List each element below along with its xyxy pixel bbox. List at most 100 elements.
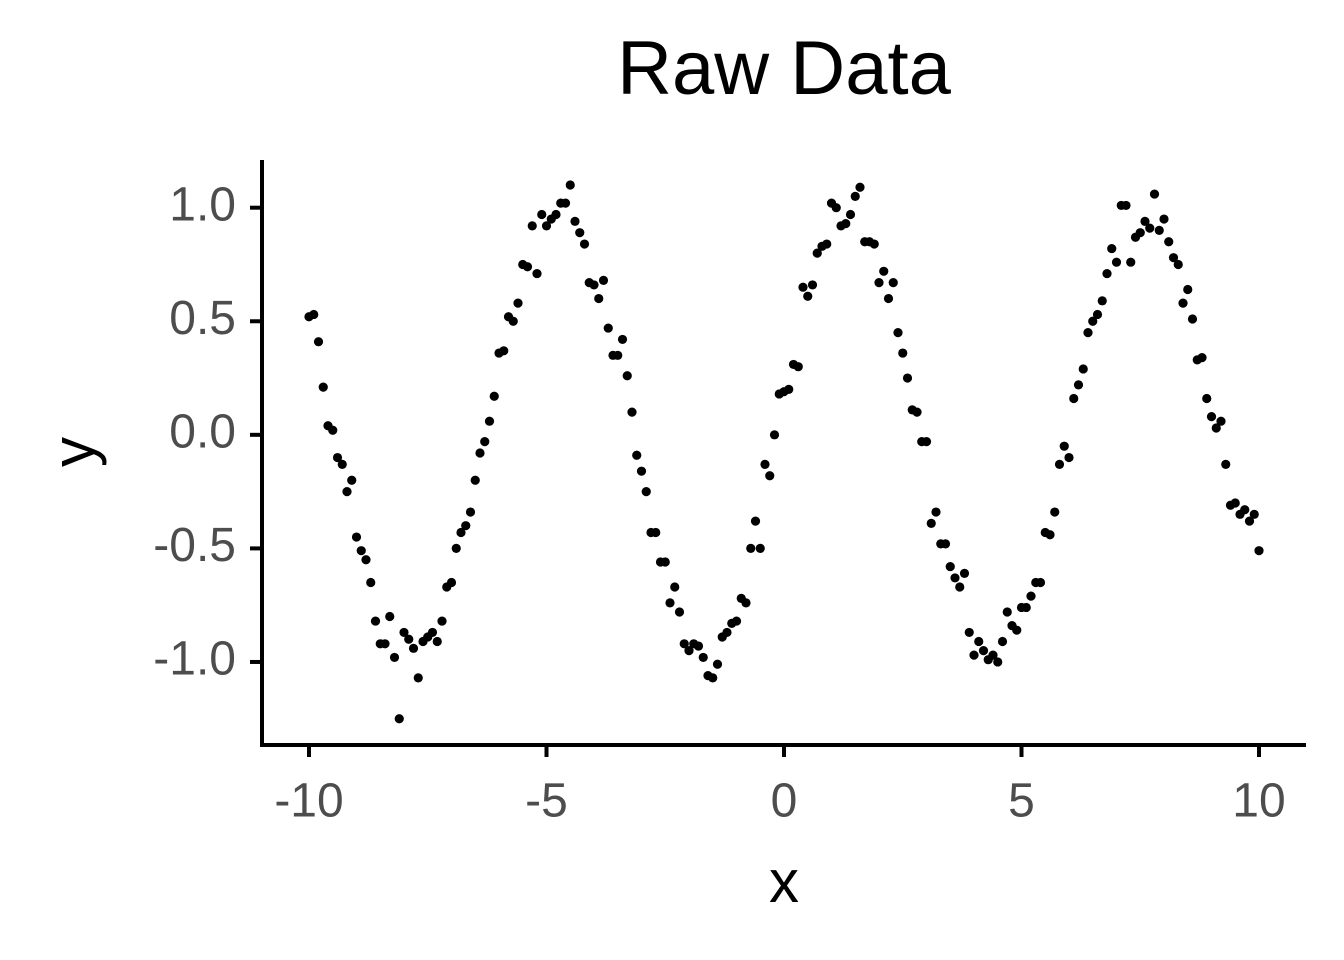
data-point xyxy=(461,521,471,531)
data-point xyxy=(1168,253,1179,263)
data-point xyxy=(480,437,490,447)
data-point xyxy=(879,266,889,276)
data-point xyxy=(522,262,533,272)
data-point xyxy=(974,636,984,647)
data-point xyxy=(765,471,775,481)
data-point xyxy=(1145,223,1155,233)
data-point xyxy=(1154,225,1164,236)
data-point xyxy=(807,280,818,290)
data-point xyxy=(594,293,604,304)
data-point xyxy=(1078,364,1088,374)
data-point xyxy=(475,448,485,458)
data-point xyxy=(632,450,642,460)
data-point xyxy=(845,209,856,220)
data-point xyxy=(537,209,547,220)
data-point xyxy=(831,203,841,213)
data-point xyxy=(456,527,466,538)
data-point xyxy=(313,337,324,347)
data-point xyxy=(1059,441,1069,451)
data-point xyxy=(955,582,965,592)
data-point xyxy=(803,291,813,301)
x-tick-label: 5 xyxy=(1008,775,1035,828)
data-point xyxy=(589,280,599,290)
data-point xyxy=(1126,257,1136,267)
data-point xyxy=(693,641,704,651)
data-point xyxy=(1230,498,1240,508)
data-point xyxy=(565,180,575,190)
data-point xyxy=(1102,268,1112,279)
data-point xyxy=(551,209,561,220)
data-point xyxy=(912,407,922,417)
data-point xyxy=(328,425,338,435)
data-point xyxy=(1054,459,1065,469)
data-point xyxy=(993,657,1003,667)
chart-title: Raw Data xyxy=(617,26,951,111)
data-point xyxy=(964,627,974,638)
data-point xyxy=(1206,412,1217,422)
data-point xyxy=(1121,200,1131,211)
data-point xyxy=(769,430,780,440)
data-point xyxy=(342,487,352,497)
data-point xyxy=(432,636,442,647)
data-point xyxy=(988,650,998,660)
data-point xyxy=(622,371,632,381)
data-point xyxy=(499,346,509,356)
data-point xyxy=(1064,452,1074,463)
data-point xyxy=(893,328,903,338)
data-point xyxy=(750,516,761,526)
data-point xyxy=(1183,284,1193,295)
data-point xyxy=(641,487,651,497)
data-point xyxy=(570,216,580,226)
data-point xyxy=(1107,243,1117,254)
data-point xyxy=(579,239,590,249)
data-point xyxy=(309,309,319,320)
data-point xyxy=(731,616,742,626)
data-point xyxy=(841,218,851,229)
data-point xyxy=(446,577,457,588)
data-point xyxy=(489,391,499,401)
data-point xyxy=(1216,416,1226,426)
data-point xyxy=(636,466,647,476)
data-point xyxy=(627,407,637,417)
data-point xyxy=(1159,214,1169,224)
data-point xyxy=(527,221,537,231)
data-point xyxy=(902,373,913,383)
data-point xyxy=(931,507,941,517)
data-point xyxy=(370,616,381,626)
data-point xyxy=(1035,577,1046,588)
data-point xyxy=(674,607,685,617)
data-point xyxy=(755,543,765,553)
data-point xyxy=(1197,353,1207,363)
data-point xyxy=(708,673,718,683)
data-point xyxy=(1045,530,1055,540)
data-point xyxy=(332,452,343,463)
data-point xyxy=(874,278,884,288)
data-point xyxy=(950,573,960,583)
data-point xyxy=(1249,509,1259,519)
data-point xyxy=(337,459,347,469)
data-point xyxy=(513,298,523,308)
y-tick-label: -0.5 xyxy=(153,519,236,572)
data-point xyxy=(1164,237,1174,247)
data-point xyxy=(921,437,932,447)
data-point xyxy=(1073,380,1084,390)
data-point xyxy=(978,646,989,656)
data-point xyxy=(997,636,1008,647)
data-point xyxy=(698,652,708,663)
data-point xyxy=(959,568,970,578)
data-point xyxy=(746,543,756,553)
x-tick-label: 0 xyxy=(771,775,798,828)
x-tick-label: -5 xyxy=(525,775,568,828)
data-point xyxy=(926,518,936,529)
data-point xyxy=(347,475,357,485)
data-point xyxy=(670,582,680,592)
data-point xyxy=(484,416,495,426)
data-point xyxy=(404,634,414,644)
data-point xyxy=(1202,393,1212,404)
data-point xyxy=(470,475,480,485)
data-point xyxy=(560,198,571,208)
data-point xyxy=(969,650,979,660)
data-point xyxy=(427,627,438,638)
data-point xyxy=(812,248,822,258)
y-tick-label: -1.0 xyxy=(153,633,236,686)
